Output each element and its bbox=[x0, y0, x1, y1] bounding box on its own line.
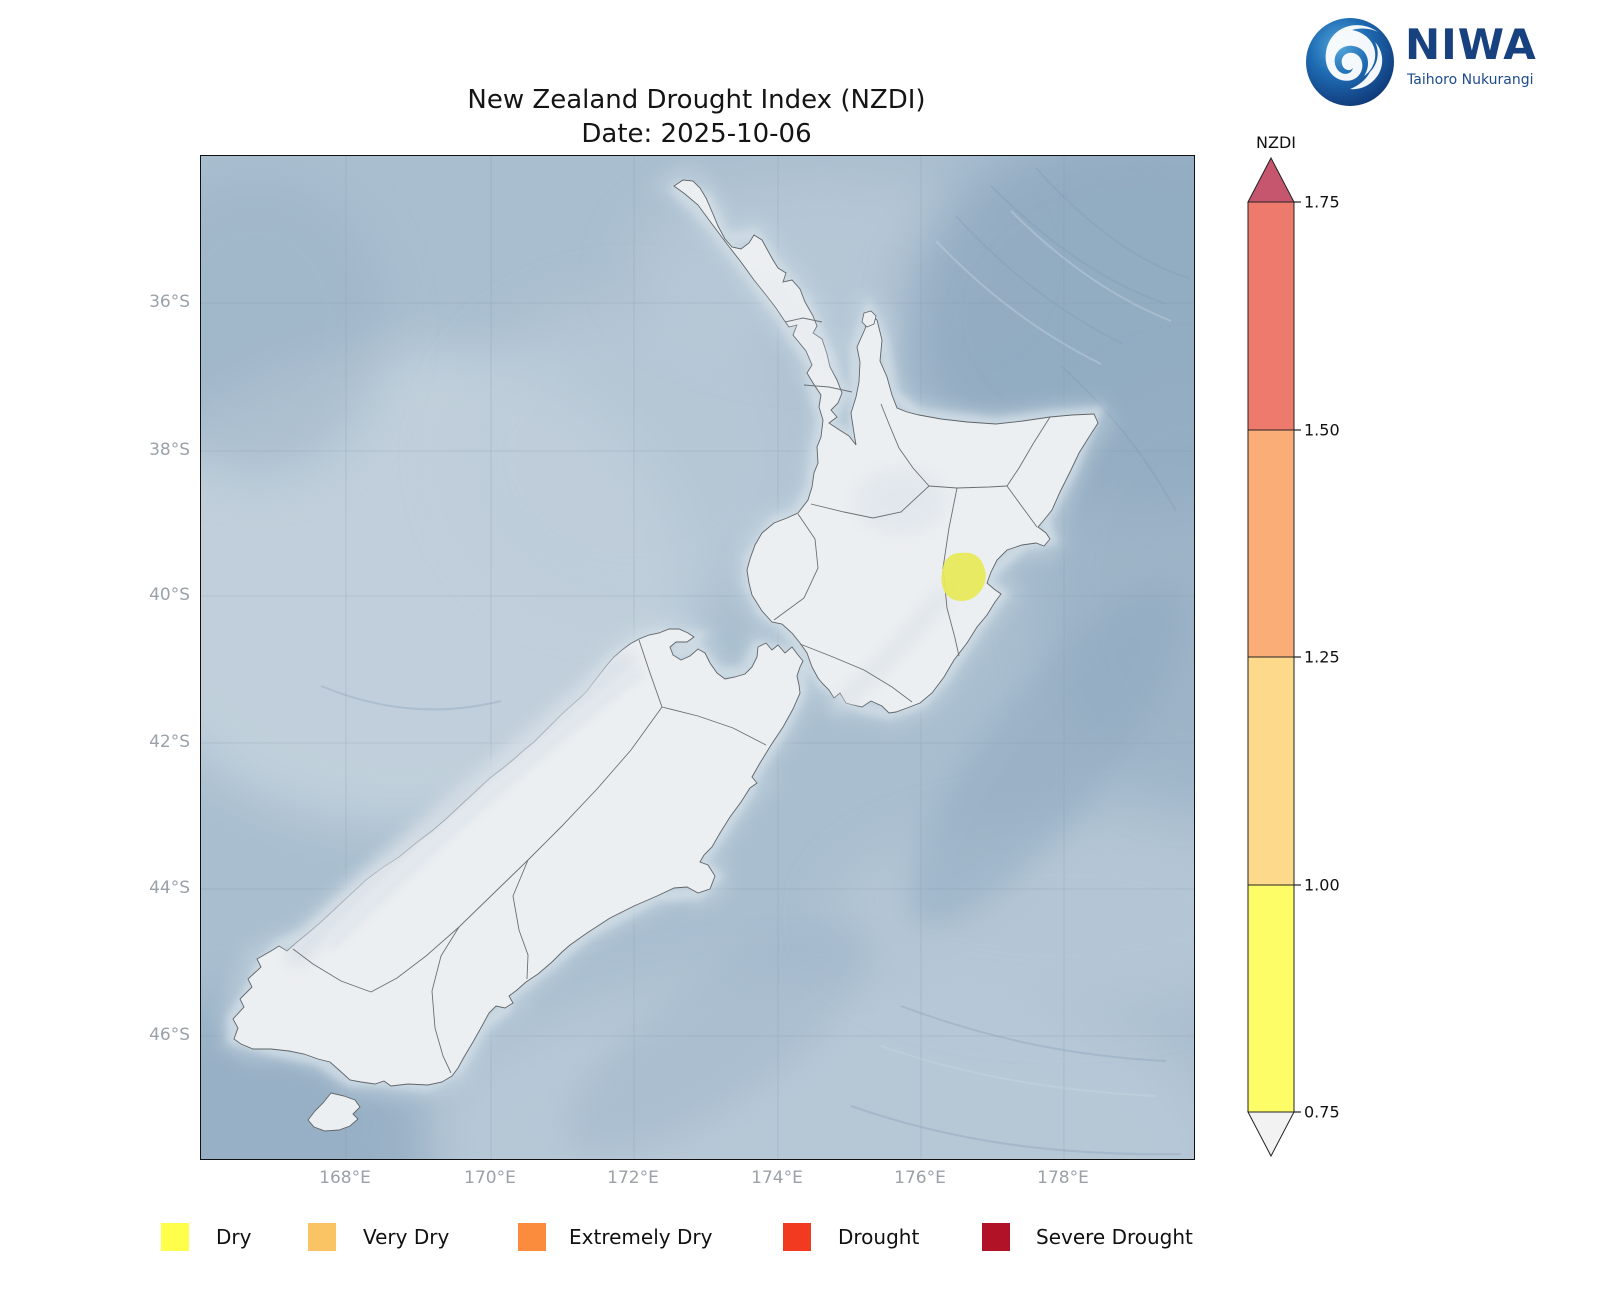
legend-item-drought: Drought bbox=[783, 1222, 919, 1252]
great-barrier-island bbox=[861, 310, 877, 328]
colorbar-under-triangle bbox=[1247, 1111, 1295, 1158]
legend-swatch-extremely-dry bbox=[518, 1223, 546, 1251]
legend-item-very-dry: Very Dry bbox=[308, 1222, 449, 1252]
logo-tagline: Taihoro Nukurangi bbox=[1407, 72, 1534, 88]
lon-label-174e: 174°E bbox=[751, 1168, 803, 1188]
logo-wordmark: NIWA bbox=[1405, 20, 1537, 69]
colorbar-tick-100: 1.00 bbox=[1304, 875, 1340, 895]
colorbar-tick-075: 0.75 bbox=[1304, 1102, 1340, 1122]
legend-swatch-severe-drought bbox=[982, 1223, 1010, 1251]
legend-label-extremely-dry: Extremely Dry bbox=[569, 1225, 713, 1249]
date-subtitle: Date: 2025-10-06 bbox=[581, 118, 812, 149]
map-canvas bbox=[200, 155, 1195, 1160]
legend-label-dry: Dry bbox=[216, 1225, 252, 1249]
lat-label-40s: 40°S bbox=[149, 585, 190, 605]
lat-label-36s: 36°S bbox=[149, 292, 190, 312]
map-svg bbox=[201, 156, 1194, 1159]
niwa-logo-mark bbox=[1306, 18, 1394, 106]
colorbar-tick-125: 1.25 bbox=[1304, 647, 1340, 667]
north-island bbox=[673, 179, 1099, 714]
legend-item-extremely-dry: Extremely Dry bbox=[518, 1222, 712, 1252]
logo-koru-swirl-icon bbox=[1325, 25, 1378, 81]
niwa-logo: NIWA Taihoro Nukurangi bbox=[1300, 10, 1580, 110]
legend-swatch-drought bbox=[783, 1223, 811, 1251]
legend-swatch-dry bbox=[161, 1223, 189, 1251]
title-block: New Zealand Drought Index (NZDI) Date: 2… bbox=[200, 84, 1193, 152]
colorbar-tick-150: 1.50 bbox=[1304, 420, 1340, 440]
colorbar-over-triangle bbox=[1247, 156, 1295, 203]
colorbar-title: NZDI bbox=[1256, 133, 1296, 152]
lon-label-168e: 168°E bbox=[319, 1168, 371, 1188]
lat-label-38s: 38°S bbox=[149, 440, 190, 460]
legend-item-severe-drought: Severe Drought bbox=[982, 1222, 1193, 1252]
page-title: New Zealand Drought Index (NZDI) bbox=[467, 85, 926, 115]
legend-item-dry: Dry bbox=[161, 1222, 251, 1252]
colorbar-segment-125-150 bbox=[1247, 429, 1295, 658]
lat-label-42s: 42°S bbox=[149, 732, 190, 752]
drought-patch bbox=[941, 552, 986, 601]
legend-label-severe-drought: Severe Drought bbox=[1036, 1225, 1193, 1249]
lon-label-178e: 178°E bbox=[1037, 1168, 1089, 1188]
legend-label-very-dry: Very Dry bbox=[363, 1225, 450, 1249]
colorbar bbox=[1247, 156, 1301, 1158]
legend-swatch-very-dry bbox=[308, 1223, 336, 1251]
lon-label-176e: 176°E bbox=[894, 1168, 946, 1188]
logo-swoosh-icon bbox=[1350, 42, 1383, 90]
colorbar-ticks bbox=[1294, 201, 1301, 1113]
colorbar-segment-075-100 bbox=[1247, 884, 1295, 1113]
land-hillshade bbox=[283, 273, 951, 968]
stewart-island bbox=[307, 1092, 361, 1132]
lon-label-172e: 172°E bbox=[607, 1168, 659, 1188]
lat-label-44s: 44°S bbox=[149, 878, 190, 898]
bathymetry-shading bbox=[201, 156, 1194, 1159]
lat-label-46s: 46°S bbox=[149, 1025, 190, 1045]
colorbar-tick-175: 1.75 bbox=[1304, 192, 1340, 212]
legend-label-drought: Drought bbox=[838, 1225, 920, 1249]
colorbar-segment-100-125 bbox=[1247, 656, 1295, 886]
lon-label-170e: 170°E bbox=[464, 1168, 516, 1188]
region-boundaries bbox=[292, 317, 1051, 1074]
colorbar-segment-150-175 bbox=[1247, 201, 1295, 431]
